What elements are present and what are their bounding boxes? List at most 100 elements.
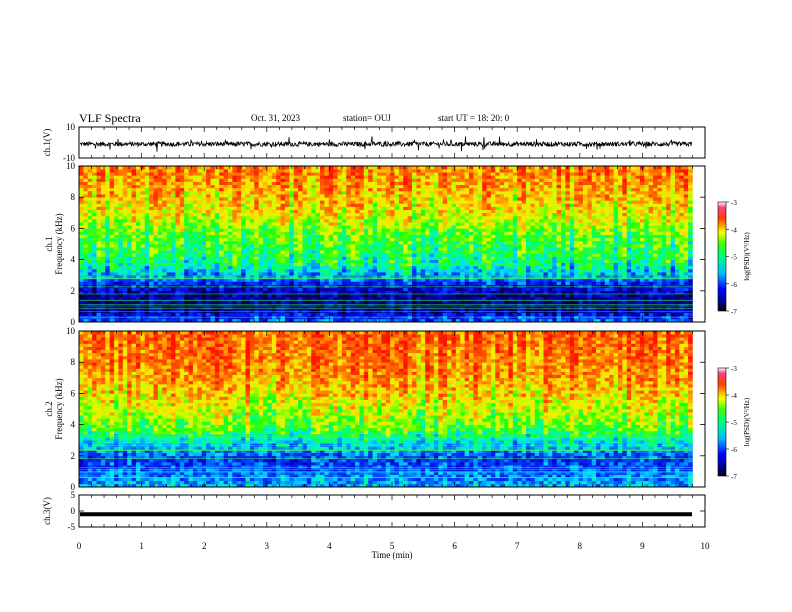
spectrogram-cell-ch1 bbox=[626, 219, 632, 223]
spectrogram-cell-ch1 bbox=[539, 318, 544, 323]
spectrogram-cell-ch1 bbox=[171, 247, 176, 251]
spectrogram-cell-ch1 bbox=[210, 247, 216, 251]
spectrogram-cell-ch1 bbox=[679, 300, 685, 304]
spectrogram-cell-ch1 bbox=[122, 293, 128, 298]
spectrogram-cell-ch1 bbox=[547, 303, 553, 307]
spectrogram-cell-ch1 bbox=[271, 284, 277, 288]
spectrogram-cell-ch1 bbox=[293, 315, 299, 320]
spectrogram-cell-ch1 bbox=[644, 225, 649, 229]
spectrogram-cell-ch1 bbox=[670, 290, 676, 295]
spectrogram-cell-ch1 bbox=[490, 228, 496, 232]
spectrogram-cell-ch1 bbox=[521, 290, 527, 295]
spectrogram-cell-ch1 bbox=[372, 228, 378, 232]
spectrogram-cell-ch1 bbox=[517, 318, 522, 323]
spectrogram-cell-ch1 bbox=[394, 262, 400, 267]
spectrogram-cell-ch1 bbox=[92, 250, 97, 254]
spectrogram-cell-ch1 bbox=[320, 272, 325, 276]
spectrogram-cell-ch1 bbox=[328, 250, 334, 254]
spectrogram-cell-ch1 bbox=[140, 250, 146, 254]
spectrogram-cell-ch1 bbox=[591, 225, 597, 229]
spectrogram-cell-ch1 bbox=[464, 259, 470, 264]
spectrogram-cell-ch1 bbox=[587, 303, 592, 307]
spectrogram-cell-ch1 bbox=[92, 303, 97, 307]
spectrogram-cell-ch1 bbox=[674, 231, 680, 235]
spectrogram-cell-ch1 bbox=[499, 215, 505, 220]
spectrogram-cell-ch1 bbox=[394, 256, 400, 260]
spectrogram-cell-ch1 bbox=[114, 278, 119, 282]
spectrogram-cell-ch1 bbox=[114, 219, 119, 223]
spectrogram-cell-ch1 bbox=[79, 318, 84, 323]
spectrogram-cell-ch1 bbox=[613, 303, 619, 307]
spectrogram-cell-ch1 bbox=[135, 284, 141, 288]
spectrogram-cell-ch1 bbox=[442, 225, 448, 229]
spectrogram-cell-ch1 bbox=[355, 306, 360, 310]
spectrogram-cell-ch1 bbox=[455, 312, 461, 317]
spectrogram-cell-ch1 bbox=[254, 303, 259, 307]
spectrogram-cell-ch1 bbox=[447, 300, 452, 304]
spectrogram-cell-ch1 bbox=[381, 312, 387, 317]
spectrogram-cell-ch1 bbox=[105, 222, 110, 226]
spectrogram-cell-ch1 bbox=[140, 268, 146, 273]
spectrogram-cell-ch1 bbox=[495, 244, 500, 248]
spectrogram-cell-ch1 bbox=[122, 281, 128, 285]
spectrogram-cell-ch1 bbox=[302, 265, 308, 270]
spectrogram-cell-ch1 bbox=[131, 281, 137, 285]
spectrogram-cell-ch1 bbox=[171, 228, 176, 232]
spectrogram-cell-ch1 bbox=[398, 259, 404, 264]
spectrogram-cell-ch1 bbox=[149, 312, 154, 317]
spectrogram-cell-ch1 bbox=[670, 234, 676, 239]
spectrogram-cell-ch1 bbox=[179, 278, 185, 282]
spectrogram-cell-ch1 bbox=[539, 293, 544, 298]
spectrogram-cell-ch1 bbox=[688, 250, 693, 254]
spectrogram-cell-ch1 bbox=[679, 225, 685, 229]
spectrogram-cell-ch1 bbox=[429, 259, 435, 264]
spectrogram-cell-ch1 bbox=[477, 275, 483, 279]
spectrogram-cell-ch1 bbox=[679, 222, 685, 226]
spectrogram-cell-ch1 bbox=[258, 222, 264, 226]
spectrogram-cell-ch1 bbox=[302, 219, 308, 223]
spectrogram-cell-ch1 bbox=[600, 272, 606, 276]
spectrogram-cell-ch1 bbox=[552, 250, 557, 254]
spectrogram-cell-ch1 bbox=[381, 281, 387, 285]
spectrogram-cell-ch1 bbox=[688, 256, 693, 260]
spectrogram-cell-ch1 bbox=[635, 306, 641, 310]
spectrogram-cell-ch1 bbox=[473, 297, 479, 301]
spectrogram-cell-ch1 bbox=[412, 222, 417, 226]
spectrogram-cell-ch1 bbox=[306, 244, 312, 248]
spectrogram-cell-ch1 bbox=[670, 293, 676, 298]
spectrogram-cell-ch1 bbox=[552, 231, 557, 235]
spectrogram-cell-ch1 bbox=[390, 272, 395, 276]
spectrogram-cell-ch1 bbox=[464, 240, 470, 245]
spectrogram-cell-ch1 bbox=[254, 228, 259, 232]
spectrogram-cell-ch1 bbox=[631, 290, 636, 295]
spectrogram-cell-ch1 bbox=[280, 281, 286, 285]
spectrogram-cell-ch1 bbox=[486, 275, 492, 279]
spectrogram-cell-ch1 bbox=[670, 275, 676, 279]
spectrogram-cell-ch1 bbox=[241, 281, 246, 285]
spectrogram-cell-ch1 bbox=[263, 225, 268, 229]
spectrogram-cell-ch1 bbox=[188, 318, 194, 323]
spectrogram-cell-ch1 bbox=[311, 287, 316, 292]
spectrogram-cell-ch1 bbox=[482, 250, 487, 254]
spectrogram-cell-ch1 bbox=[87, 222, 93, 226]
spectrogram-cell-ch1 bbox=[587, 312, 592, 317]
spectrogram-cell-ch1 bbox=[451, 318, 457, 323]
spectrogram-cell-ch1 bbox=[631, 247, 636, 251]
spectrogram-cell-ch1 bbox=[390, 225, 395, 229]
spectrogram-cell-ch1 bbox=[455, 284, 461, 288]
spectrogram-cell-ch1 bbox=[232, 240, 238, 245]
start-time-label: start UT = 18: 20: 0 bbox=[438, 113, 510, 123]
spectrogram-cell-ch1 bbox=[311, 290, 316, 295]
spectrogram-cell-ch1 bbox=[197, 250, 202, 254]
spectrogram-cell-ch1 bbox=[105, 306, 110, 310]
spectrogram-cell-ch1 bbox=[87, 219, 93, 223]
spectrogram-cell-ch1 bbox=[504, 234, 509, 239]
spectrogram-cell-ch1 bbox=[153, 312, 159, 317]
spectrogram-cell-ch1 bbox=[464, 228, 470, 232]
spectrogram-cell-ch1 bbox=[504, 259, 509, 264]
spectrogram-cell-ch1 bbox=[600, 278, 606, 282]
spectrogram-cell-ch1 bbox=[679, 290, 685, 295]
spectrogram-cell-ch1 bbox=[433, 290, 439, 295]
spectrogram-cell-ch1 bbox=[661, 315, 667, 320]
spectrogram-cell-ch1 bbox=[96, 318, 102, 323]
